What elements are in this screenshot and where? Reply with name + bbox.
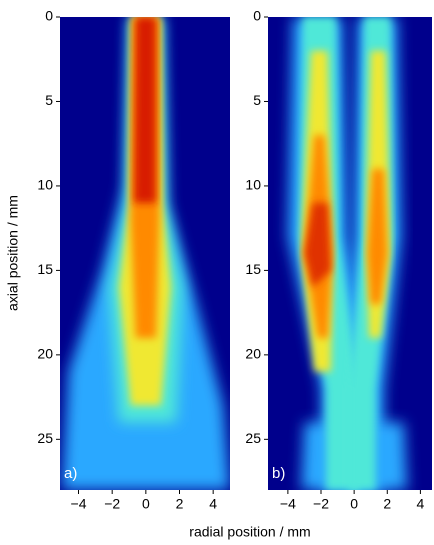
plume <box>367 169 388 305</box>
y-tick-label: 0 <box>253 8 261 24</box>
y-tick-label: 10 <box>245 177 261 193</box>
y-tick-label: 5 <box>45 92 53 108</box>
x-tick-label: 0 <box>142 496 150 512</box>
x-tick-label: 4 <box>209 496 217 512</box>
panel: 0 5 10 15 20 25 −4 −2 0 2 4 a) <box>37 8 230 512</box>
y-axis-label: axial position / mm <box>5 195 21 311</box>
x-tick-label: 2 <box>176 496 184 512</box>
y-tick-label: 20 <box>245 346 261 362</box>
x-axis-label: radial position / mm <box>189 524 310 540</box>
image <box>268 17 432 490</box>
y-tick-label: 0 <box>45 8 53 24</box>
x-tick-label: −2 <box>313 496 329 512</box>
x-tick-label: −4 <box>71 496 87 512</box>
y-tick-label: 25 <box>245 430 261 446</box>
plume <box>304 202 331 288</box>
x-tick-label: 4 <box>417 496 425 512</box>
panel-label: b) <box>272 465 285 482</box>
x-tick-label: 2 <box>383 496 391 512</box>
y-tick-label: 20 <box>37 346 53 362</box>
x-tick-label: −4 <box>280 496 296 512</box>
y-tick-label: 15 <box>245 261 261 277</box>
panel-label: a) <box>64 465 77 482</box>
y-tick-label: 25 <box>37 430 53 446</box>
panel: 0 5 10 15 20 25 −4 −2 0 2 4 b) <box>245 8 432 512</box>
y-tick-label: 15 <box>37 261 53 277</box>
y-tick-label: 10 <box>37 177 53 193</box>
plume <box>134 17 156 203</box>
y-tick-label: 5 <box>253 92 261 108</box>
x-tick-label: 0 <box>350 496 358 512</box>
x-tick-label: −2 <box>104 496 120 512</box>
image <box>60 17 230 490</box>
